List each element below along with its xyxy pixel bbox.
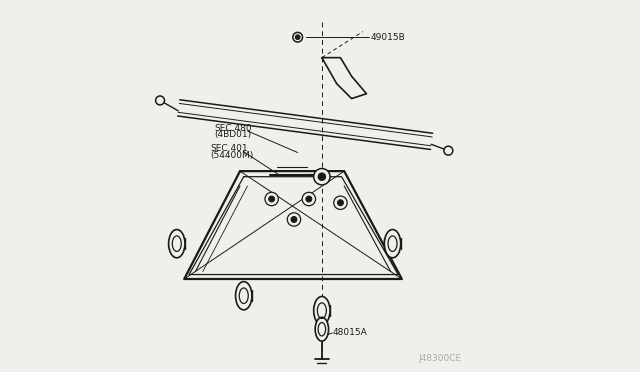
Ellipse shape	[236, 282, 252, 310]
Text: J48300CE: J48300CE	[418, 354, 461, 363]
Text: (4BD01): (4BD01)	[214, 130, 251, 139]
Circle shape	[269, 196, 275, 202]
Circle shape	[156, 96, 164, 105]
Text: SEC.401: SEC.401	[211, 144, 248, 153]
Circle shape	[306, 196, 312, 202]
Circle shape	[287, 213, 301, 226]
Text: 49015B: 49015B	[370, 33, 405, 42]
Ellipse shape	[314, 296, 330, 325]
Circle shape	[291, 217, 297, 222]
Ellipse shape	[315, 317, 328, 341]
Ellipse shape	[168, 230, 185, 258]
Circle shape	[296, 35, 300, 39]
Circle shape	[314, 169, 330, 185]
Circle shape	[302, 192, 316, 206]
Text: 48015A: 48015A	[333, 328, 368, 337]
Text: SEC.480: SEC.480	[214, 124, 252, 133]
Circle shape	[318, 173, 326, 180]
Circle shape	[444, 146, 453, 155]
Circle shape	[337, 200, 344, 206]
Circle shape	[334, 196, 347, 209]
Text: (54400M): (54400M)	[211, 151, 253, 160]
Circle shape	[293, 32, 303, 42]
Circle shape	[265, 192, 278, 206]
Ellipse shape	[385, 230, 401, 258]
